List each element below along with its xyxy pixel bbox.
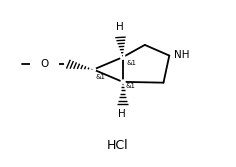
Text: &1: &1 — [126, 60, 136, 66]
Text: &1: &1 — [126, 83, 135, 89]
Text: NH: NH — [174, 50, 190, 60]
Text: O: O — [40, 59, 49, 69]
Text: HCl: HCl — [107, 139, 129, 152]
Text: H: H — [118, 109, 126, 119]
Text: &1: &1 — [95, 74, 105, 80]
Text: H: H — [116, 22, 123, 32]
